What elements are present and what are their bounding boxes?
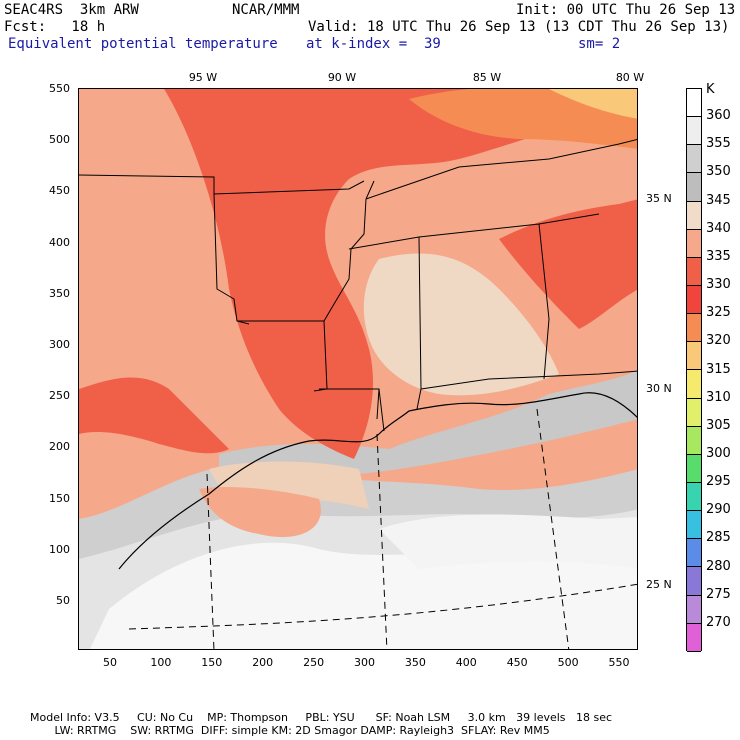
colorbar-swatch: [687, 342, 701, 371]
x-tick-label: 50: [103, 656, 117, 669]
field-325-ne: [409, 89, 637, 149]
y-tick-label: 100: [49, 542, 70, 556]
y-tick-label: 500: [49, 133, 70, 147]
colorbar-level-label: 285: [706, 530, 731, 546]
field-coastal-grey: [219, 370, 637, 484]
x-tick-label: 250: [303, 656, 325, 669]
colorbar-level-label: 335: [706, 248, 731, 264]
y-tick-label: 350: [49, 286, 70, 300]
colorbar-level-label: 310: [706, 389, 731, 405]
colorbar-swatch: [687, 257, 701, 286]
x-tick-label: 550: [608, 656, 630, 669]
valid-time: Valid: 18 UTC Thu 26 Sep 13 (13 CDT Thu …: [308, 19, 730, 35]
init-time: Init: 00 UTC Thu 26 Sep 13: [516, 2, 736, 18]
x-tick-label: 350: [404, 656, 426, 669]
y-tick-label: 400: [49, 235, 70, 249]
colorbar-level-label: 290: [706, 502, 731, 518]
longitude-label: 80 W: [615, 71, 645, 84]
colorbar-swatch: [687, 117, 701, 146]
colorbar-level-label: 280: [706, 558, 731, 574]
colorbar-level-label: 300: [706, 445, 731, 461]
forecast-hour: Fcst: 18 h: [4, 19, 106, 35]
colorbar-swatch: [687, 567, 701, 596]
y-tick-label: 300: [49, 338, 70, 351]
y-tick-label: 450: [49, 184, 70, 198]
colorbar: [686, 88, 702, 652]
colorbar-level-label: 315: [706, 361, 731, 377]
y-tick-label: 150: [49, 491, 70, 505]
colorbar-level-label: 330: [706, 277, 731, 293]
y-tick-label: 550: [49, 82, 70, 95]
colorbar-swatch: [687, 623, 701, 652]
colorbar-swatch: [687, 511, 701, 540]
longitude-label: 95 W: [188, 71, 218, 84]
map-panel: [78, 88, 638, 650]
colorbar-level-label: 355: [706, 136, 731, 152]
colorbar-swatch: [687, 314, 701, 343]
field-name: Equivalent potential temperature: [8, 36, 278, 52]
colorbar-swatch: [687, 173, 701, 202]
longitude-label: 85 W: [472, 71, 502, 84]
institution: NCAR/MMM: [232, 2, 300, 18]
colorbar-swatch: [687, 285, 701, 315]
y-tick-label: 200: [49, 440, 70, 454]
colorbar-swatch: [687, 426, 701, 455]
colorbar-unit: K: [706, 82, 715, 97]
smoothing: sm= 2: [578, 36, 621, 52]
colorbar-swatch: [687, 89, 701, 118]
colorbar-swatch: [687, 539, 701, 568]
y-tick-label: 50: [56, 594, 70, 607]
x-tick-label: 400: [455, 656, 477, 669]
x-tick-label: 150: [201, 656, 223, 669]
field-ocean-white: [89, 542, 637, 649]
latitude-label: 35 N: [646, 192, 672, 205]
x-tick-label: 450: [506, 656, 528, 669]
level-index: at k-index = 39: [306, 36, 441, 52]
colorbar-level-label: 295: [706, 474, 731, 490]
theta-e-map: [79, 89, 637, 649]
colorbar-level-label: 320: [706, 333, 731, 349]
field-335-east: [499, 199, 637, 329]
colorbar-level-label: 350: [706, 164, 731, 180]
colorbar-level-label: 325: [706, 305, 731, 321]
footer-physics: LW: RRTMG SW: RRTMG DIFF: simple KM: 2D …: [30, 724, 550, 737]
field-340-tongue: [199, 487, 321, 538]
colorbar-swatch: [687, 201, 701, 230]
x-tick-label: 100: [150, 656, 172, 669]
latitude-label: 25 N: [646, 578, 672, 591]
coastline: [118, 392, 637, 570]
longitude-label: 90 W: [327, 71, 357, 84]
colorbar-swatch: [687, 398, 701, 427]
x-tick-label: 200: [252, 656, 274, 669]
colorbar-swatch: [687, 145, 701, 174]
colorbar-level-label: 270: [706, 614, 731, 630]
nest-boundaries: [128, 408, 637, 649]
colorbar-swatch: [687, 482, 701, 512]
x-tick-label: 500: [557, 656, 579, 669]
field-320-ne: [549, 89, 637, 119]
footer-model-info: Model Info: V3.5 CU: No Cu MP: Thompson …: [30, 711, 613, 724]
colorbar-swatch: [687, 370, 701, 399]
colorbar-level-label: 360: [706, 108, 731, 124]
colorbar-level-label: 345: [706, 192, 731, 208]
field-ocean-white2: [379, 514, 637, 569]
model-title: SEAC4RS 3km ARW: [4, 2, 139, 18]
latitude-label: 30 N: [646, 382, 672, 395]
field-335-main: [164, 89, 637, 459]
field-335-west: [79, 377, 229, 454]
colorbar-swatch: [687, 229, 701, 258]
field-345-east: [363, 253, 559, 396]
political-boundaries: [79, 138, 637, 432]
x-tick-label: 300: [354, 656, 375, 669]
colorbar-swatch: [687, 454, 701, 483]
colorbar-level-label: 305: [706, 417, 731, 433]
colorbar-level-label: 340: [706, 220, 731, 236]
colorbar-level-label: 275: [706, 586, 731, 602]
y-tick-label: 250: [49, 389, 70, 403]
colorbar-swatch: [687, 595, 701, 624]
